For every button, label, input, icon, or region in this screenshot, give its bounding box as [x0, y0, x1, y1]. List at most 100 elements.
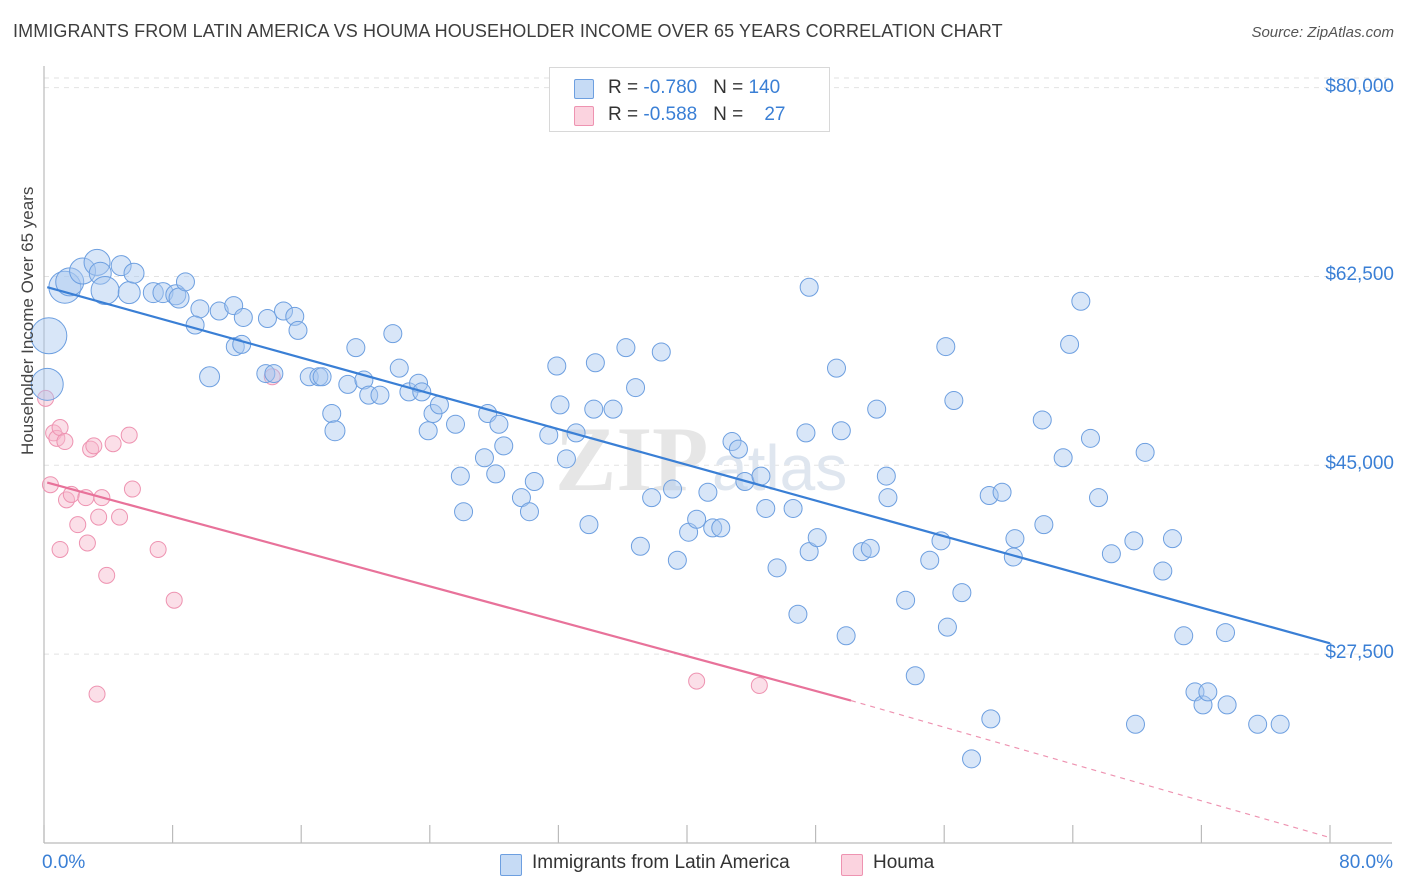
houma-trend-extension [850, 699, 1331, 839]
latin-america-point [807, 528, 827, 548]
houma-point [123, 480, 141, 498]
latin-america-point [1124, 531, 1144, 551]
latin-america-point [185, 315, 205, 335]
y-tick-label: $62,500 [1325, 264, 1394, 286]
latin-america-point [123, 262, 145, 284]
latin-america-point [338, 374, 358, 394]
latin-america-point [876, 466, 896, 486]
latin-america-point [264, 364, 284, 384]
latin-america-point [1198, 682, 1218, 702]
latin-america-point [550, 395, 570, 415]
latin-america-point [285, 306, 305, 326]
houma-point [120, 426, 138, 444]
latin-america-point [722, 432, 742, 452]
houma-point [69, 516, 87, 534]
legend-stats-blue: R = -0.780 N = 140 [608, 77, 781, 98]
latin-america-point [952, 583, 972, 603]
latin-america-point [905, 666, 925, 686]
latin-america-point [703, 518, 723, 538]
latin-america-point [69, 257, 97, 285]
latin-america-point [446, 414, 466, 434]
latin-america-point [1125, 714, 1145, 734]
chart-source: Source: ZipAtlas.com [1251, 24, 1394, 41]
houma-point [51, 540, 69, 558]
latin-america-point [494, 436, 514, 456]
latin-america-point [1248, 714, 1268, 734]
axes [43, 66, 1392, 844]
latin-america-point [256, 364, 276, 384]
latin-america-point [346, 338, 366, 358]
houma-point [82, 440, 100, 458]
y-axis-label: Householder Income Over 65 years [18, 186, 37, 455]
latin-america-point [642, 488, 662, 508]
houma-point [88, 685, 106, 703]
latin-america-point [667, 550, 687, 570]
houma-point [58, 491, 76, 509]
latin-america-point [687, 509, 707, 529]
latin-america-point [1053, 448, 1073, 468]
latin-america-point [788, 604, 808, 624]
latin-america-point [524, 471, 544, 491]
latin-america-point [233, 307, 253, 327]
latin-america-point [1060, 334, 1080, 354]
houma-point [104, 435, 122, 453]
latin-america-point [630, 536, 650, 556]
latin-america-point [783, 498, 803, 518]
latin-america-point [585, 353, 605, 373]
latin-america-point [1101, 544, 1121, 564]
latin-america-point [30, 317, 68, 355]
latin-america-point [547, 356, 567, 376]
latin-america-point [88, 261, 112, 285]
latin-america-point [796, 423, 816, 443]
legend-label-latin-america: Immigrants from Latin America [532, 852, 790, 873]
houma-trend-line [46, 481, 852, 702]
latin-america-point [616, 338, 636, 358]
grid-lines [44, 77, 1392, 655]
latin-america-point [651, 342, 671, 362]
latin-america-point [799, 277, 819, 297]
latin-america-point [1080, 428, 1100, 448]
latin-america-point [1216, 623, 1236, 643]
watermark-zip: ZIP [555, 408, 708, 510]
latin-america-point [274, 301, 294, 321]
latin-america-point [751, 466, 771, 486]
latin-america-point [920, 550, 940, 570]
latin-america-point [878, 488, 898, 508]
y-tick-label: $45,000 [1325, 453, 1394, 475]
legend-swatch-pink [841, 854, 863, 876]
latin-america-point [728, 439, 748, 459]
latin-america-point [1162, 529, 1182, 549]
latin-america-point [831, 421, 851, 441]
latin-america-point [1005, 529, 1025, 549]
legend-swatch-pink [574, 106, 594, 126]
houma-point [90, 508, 108, 526]
latin-america-point [584, 399, 604, 419]
latin-america-point [756, 498, 776, 518]
latin-america-point [836, 626, 856, 646]
latin-america-point [937, 617, 957, 637]
latin-america-point [992, 482, 1012, 502]
latin-america-point [663, 479, 683, 499]
latin-america-point [711, 518, 731, 538]
latin-america-point [860, 538, 880, 558]
latin-america-point [979, 486, 999, 506]
houma-point [688, 672, 706, 690]
latin-america-point [90, 275, 120, 305]
latin-america-point [389, 358, 409, 378]
x-tick-label-min: 0.0% [42, 852, 86, 873]
correlation-legend: R = -0.780 N = 140 R = -0.588 N = 27 [549, 67, 830, 132]
latin-america-point [454, 502, 474, 522]
latin-america-point [519, 502, 539, 522]
latin-america-point [936, 337, 956, 357]
houma-point [111, 508, 129, 526]
latin-america-point [867, 399, 887, 419]
houma-point [98, 566, 116, 584]
latin-america-trend-line [46, 286, 1331, 645]
latin-america-point [190, 299, 210, 319]
latin-america-point [1174, 626, 1194, 646]
latin-america-point [474, 448, 494, 468]
houma-point [37, 389, 55, 407]
latin-america-point [1032, 410, 1052, 430]
latin-america-point [30, 367, 64, 401]
